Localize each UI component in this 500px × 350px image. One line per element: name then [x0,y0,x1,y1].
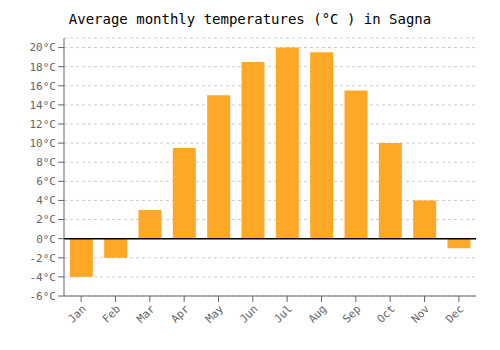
svg-text:8°C: 8°C [36,156,56,169]
svg-text:Mar: Mar [134,302,158,326]
svg-text:2°C: 2°C [36,213,56,226]
svg-text:Apr: Apr [169,302,193,326]
svg-text:Jul: Jul [272,302,295,325]
svg-text:Nov: Nov [409,302,433,326]
svg-text:10°C: 10°C [30,137,57,150]
svg-text:4°C: 4°C [36,194,56,207]
svg-text:16°C: 16°C [30,80,57,93]
svg-text:18°C: 18°C [30,61,57,74]
svg-text:6°C: 6°C [36,175,56,188]
svg-text:12°C: 12°C [30,118,57,131]
svg-text:Jan: Jan [66,302,89,325]
svg-text:14°C: 14°C [30,99,57,112]
svg-text:Oct: Oct [375,302,398,325]
html-text:Average monthly temperatures (: Average monthly temperatures (°C ) in Sa… [68,11,432,27]
svg-text:0°C: 0°C [36,233,56,246]
svg-text:Jun: Jun [237,302,260,325]
svg-text:May: May [203,302,227,326]
svg-text:Dec: Dec [443,302,466,325]
svg-text:-2°C: -2°C [30,252,57,265]
svg-text:Feb: Feb [100,302,123,325]
svg-text:-4°C: -4°C [30,271,57,284]
svg-text:20°C: 20°C [30,41,57,54]
svg-text:Sep: Sep [340,302,363,325]
svg-text:-6°C: -6°C [30,290,57,303]
svg-text:Aug: Aug [306,302,329,325]
